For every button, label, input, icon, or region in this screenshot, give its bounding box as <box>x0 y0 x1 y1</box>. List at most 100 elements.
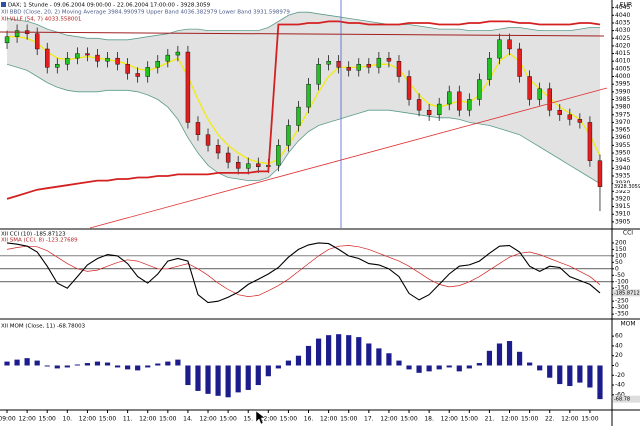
axis-unit: EUR <box>620 2 632 9</box>
bar <box>235 365 241 393</box>
mouse-cursor <box>255 410 266 425</box>
candle-body <box>457 91 462 111</box>
bar <box>356 337 362 366</box>
bar <box>326 335 332 366</box>
x-tick-label: 12:00 <box>79 416 96 423</box>
bar <box>175 359 181 366</box>
y-tick-label: -20 <box>615 372 625 379</box>
bar <box>185 365 191 386</box>
candle-body <box>55 64 60 68</box>
x-tick-label: 15:00 <box>219 416 236 423</box>
y-tick-label: 4010 <box>615 58 630 65</box>
candle-body <box>75 53 80 59</box>
candle-body <box>175 51 181 56</box>
candle-body <box>14 30 20 37</box>
bar <box>165 361 171 366</box>
y-tick-label: 3980 <box>615 104 630 111</box>
bar <box>125 365 131 370</box>
bar <box>315 338 322 366</box>
candle-body <box>276 145 281 166</box>
x-tick-label: 15:00 <box>461 416 478 423</box>
candle-body <box>396 61 402 77</box>
y-tick-label: 4005 <box>615 65 630 72</box>
bar <box>516 351 523 366</box>
candle-body <box>527 76 532 100</box>
y-tick-label: 3990 <box>615 88 630 95</box>
x-tick-label: 11. <box>123 416 133 423</box>
x-tick-label: 15:00 <box>581 416 598 423</box>
bar <box>114 365 121 368</box>
last-value-label: -185.87123 <box>614 290 640 296</box>
bar <box>215 365 221 396</box>
x-tick-label: 15:00 <box>159 416 176 423</box>
y-tick-label: -250 <box>615 298 629 305</box>
bar <box>285 360 292 366</box>
y-tick-label: 4030 <box>615 27 630 34</box>
bar <box>346 335 352 366</box>
legend-entry: XII MOM (Close, 11) -68.78003 <box>1 324 86 330</box>
bar <box>64 365 70 368</box>
bar <box>14 359 20 366</box>
y-tick-label: 3985 <box>615 96 630 103</box>
x-tick-label: 12:00 <box>320 416 337 423</box>
bar <box>34 360 40 366</box>
x-tick-label: 15:00 <box>400 416 417 423</box>
y-tick-label: -300 <box>615 304 629 311</box>
candle-body <box>296 106 301 126</box>
x-tick-label: 17. <box>364 416 374 423</box>
y-tick-label: 4035 <box>615 19 630 26</box>
candle-body <box>557 109 562 115</box>
x-tick-label: 12:00 <box>441 416 458 423</box>
x-tick-label: 12:00 <box>561 416 578 423</box>
candle-body <box>306 83 311 108</box>
candle-body <box>125 64 130 74</box>
bar <box>104 362 111 366</box>
candle-body <box>487 57 492 80</box>
candle-body <box>547 88 552 111</box>
y-tick-label: -150 <box>615 285 629 292</box>
candle-body <box>115 57 120 65</box>
y-tick-label: 3950 <box>615 150 630 157</box>
x-tick-label: 12:00 <box>18 416 35 423</box>
last-value-box <box>613 289 640 297</box>
bar <box>155 363 161 366</box>
candle-body <box>376 57 382 68</box>
y-tick-label: 4045 <box>615 4 630 11</box>
candle-body <box>366 64 372 68</box>
candle-body <box>577 119 583 123</box>
bar <box>295 355 302 366</box>
y-tick-label: 3925 <box>615 188 630 195</box>
bar <box>436 365 442 370</box>
x-tick-label: 10. <box>63 416 73 423</box>
bar <box>446 365 452 368</box>
candle-body <box>34 33 40 50</box>
bar <box>24 358 30 366</box>
candle-body <box>386 57 392 62</box>
bar <box>557 365 563 385</box>
y-tick-label: 50 <box>615 259 623 266</box>
y-tick-label: 3955 <box>615 142 630 149</box>
candle-body <box>65 57 70 65</box>
candle-body <box>436 103 442 115</box>
bar <box>577 365 583 383</box>
legend-entry: XII BBD (Close, 20, 2) Moving Average 39… <box>1 10 290 16</box>
candle-body <box>135 73 140 77</box>
y-tick-label: 4020 <box>615 42 630 49</box>
bar <box>406 365 412 370</box>
x-tick-label: 16. <box>304 416 314 423</box>
candle-body <box>467 99 472 111</box>
bar <box>386 353 392 366</box>
bar <box>587 365 593 388</box>
y-tick-label: -100 <box>615 278 629 285</box>
y-tick-label: 0 <box>615 265 619 272</box>
bar <box>54 365 60 369</box>
y-tick-label: -60 <box>615 391 625 398</box>
candle-body <box>246 163 251 169</box>
last-value-label: -68.78 <box>614 397 630 403</box>
candle-body <box>426 109 432 115</box>
candle-body <box>105 57 110 62</box>
bar <box>245 365 251 390</box>
y-tick-label: 150 <box>615 246 627 253</box>
x-tick-label: 15:00 <box>39 416 56 423</box>
